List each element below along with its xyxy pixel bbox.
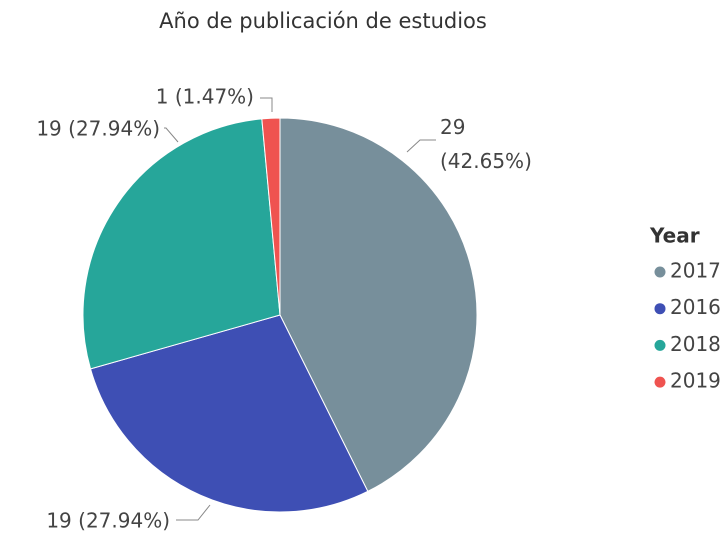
data-label-line: 29 [440,115,465,139]
data-label: 19 (27.94%) [36,117,160,141]
pie-slice [279,117,478,493]
legend-marker [654,266,666,278]
legend-label: 2018 [670,332,721,356]
legend-marker [654,376,666,388]
chart-title: Año de publicación de estudios [159,9,487,33]
legend-label: 2016 [670,295,721,319]
data-label: 1 (1.47%) [156,85,254,109]
legend-marker [654,303,666,315]
leader-line [164,127,179,143]
legend-marker [654,339,666,351]
leader-line [260,97,273,112]
leader-line [176,504,211,521]
legend-label: 2017 [670,259,721,283]
legend-title: Year [649,224,700,248]
pie-slice [82,118,281,370]
legend-label: 2019 [670,369,721,393]
data-label-line: (42.65%) [440,149,532,173]
data-label: 29 (42.65%) [440,115,532,173]
data-label: 19 (27.94%) [46,509,170,533]
pie-slice [89,314,369,513]
pie-slice [261,117,281,316]
leader-line [406,139,436,153]
